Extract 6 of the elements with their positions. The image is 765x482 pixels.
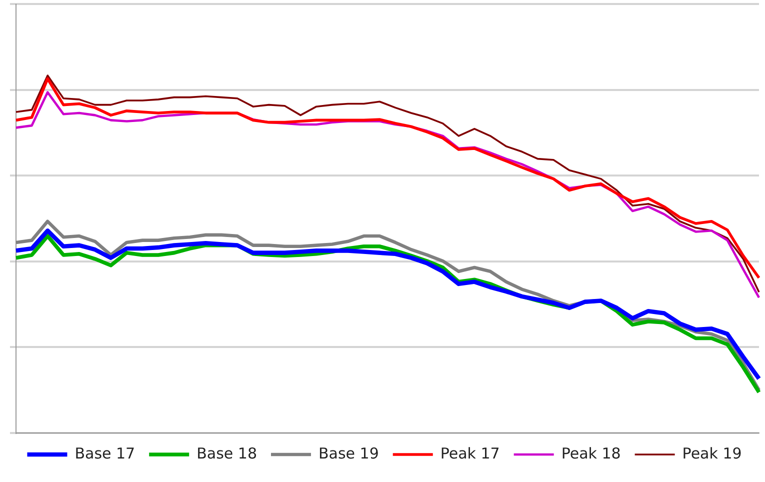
- legend-label: Peak 17: [440, 444, 500, 462]
- legend-label: Base 17: [74, 444, 136, 462]
- legend-label: Base 19: [318, 444, 379, 462]
- legend-label: Base 18: [196, 444, 257, 462]
- legend-label: Peak 18: [561, 444, 621, 462]
- legend-label: Peak 19: [682, 444, 742, 462]
